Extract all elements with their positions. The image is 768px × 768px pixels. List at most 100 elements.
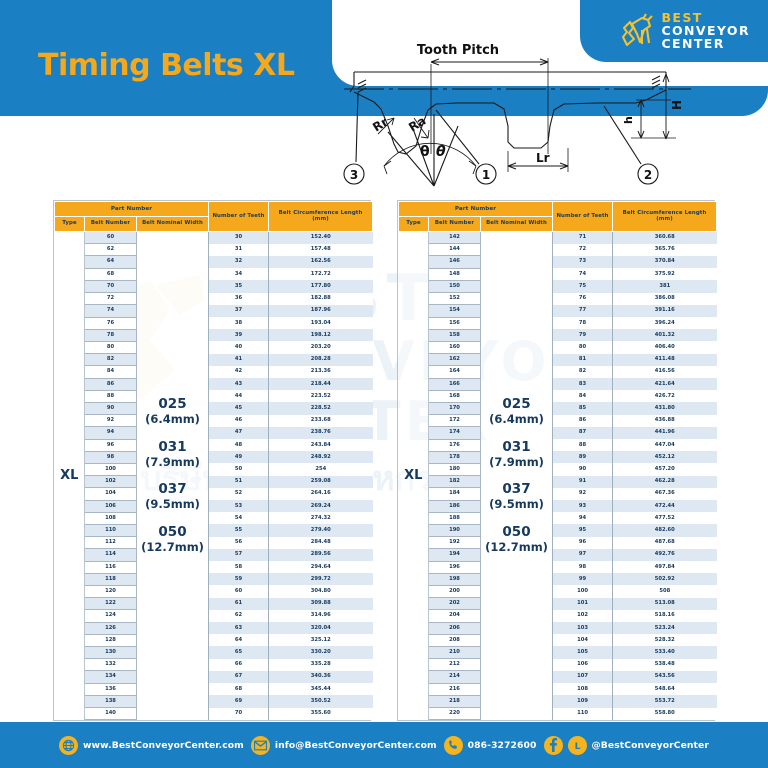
footer-website[interactable]: www.BestConveyorCenter.com xyxy=(58,735,244,755)
cell-belt-circumference: 462.28 xyxy=(612,475,717,488)
cell-belt-circumference: 375.92 xyxy=(612,268,717,281)
cell-belt-circumference: 447.04 xyxy=(612,439,717,452)
cell-belt-circumference: 421.64 xyxy=(612,378,717,391)
cell-belt-circumference: 558.80 xyxy=(612,707,717,720)
cell-belt-circumference: 228.52 xyxy=(268,402,373,415)
cell-belt-number: 118 xyxy=(84,572,137,586)
cell-belt-number: 96 xyxy=(84,438,137,452)
table-row: 90 45 228.52 xyxy=(55,401,373,416)
cell-number-of-teeth: 86 xyxy=(552,414,614,427)
cell-belt-number: 64 xyxy=(84,255,137,269)
cell-number-of-teeth: 81 xyxy=(552,353,614,366)
cell-number-of-teeth: 72 xyxy=(552,243,614,256)
cell-belt-circumference: 492.76 xyxy=(612,548,717,562)
table-row: 220 110 558.80 xyxy=(399,706,717,721)
cell-number-of-teeth: 52 xyxy=(208,487,270,501)
footer-social[interactable]: L @BestConveyorCenter xyxy=(543,735,710,755)
cell-number-of-teeth: 31 xyxy=(208,243,270,256)
width-code: 050 xyxy=(158,523,187,540)
footer-contact-bar: www.BestConveyorCenter.com info@BestConv… xyxy=(0,722,768,768)
table-row: 170 85 431.80 xyxy=(399,401,717,416)
belt-table-right-body: XL 142 025 (6.4mm) 031 (7.9mm) 037 (9.5mm) 050 (1… xyxy=(398,231,717,721)
cell-belt-circumference: 508 xyxy=(612,585,717,598)
table-row: 166 83 421.64 xyxy=(399,377,717,391)
cell-belt-circumference: 543.56 xyxy=(612,670,717,684)
width-mm: (6.4mm) xyxy=(489,412,544,427)
cell-belt-number: 120 xyxy=(84,584,137,599)
cell-belt-circumference: 314.96 xyxy=(268,609,373,623)
table-row: XL 60 025 (6.4mm) 031 (7.9mm) 037 (9.5mm) 050 (12… xyxy=(54,231,373,720)
cell-number-of-teeth: 40 xyxy=(208,341,270,354)
cell-belt-number: 170 xyxy=(428,401,481,416)
cell-belt-number: 206 xyxy=(428,621,481,635)
cell-belt-number: 102 xyxy=(84,475,137,489)
cell-belt-circumference: 396.24 xyxy=(612,317,717,330)
table-row: 158 79 401.32 xyxy=(399,328,717,342)
table-row: 180 90 457.20 xyxy=(399,462,717,477)
cell-number-of-teeth: 49 xyxy=(208,451,270,464)
cell-belt-number: 182 xyxy=(428,475,481,489)
cell-belt-circumference: 360.68 xyxy=(612,231,717,244)
cell-belt-circumference: 254 xyxy=(268,463,373,476)
table-row: 98 49 248.92 xyxy=(55,450,373,464)
cell-belt-circumference: 553.72 xyxy=(612,695,717,708)
table-row: 94 47 238.76 xyxy=(55,426,373,440)
cell-belt-number: 88 xyxy=(84,389,137,403)
cell-number-of-teeth: 83 xyxy=(552,378,614,391)
cell-number-of-teeth: 79 xyxy=(552,329,614,342)
cell-belt-number: 86 xyxy=(84,377,137,391)
table-row: 148 74 375.92 xyxy=(399,267,717,281)
cell-number-of-teeth: 34 xyxy=(208,268,270,281)
width-code: 050 xyxy=(502,523,531,540)
phone-icon xyxy=(443,735,463,755)
table-row: 218 109 553.72 xyxy=(399,694,717,709)
footer-phone[interactable]: 086-3272600 xyxy=(443,735,537,755)
table-row: 80 40 203.20 xyxy=(55,340,373,355)
belt-specification-tables: Part Number Number of Teeth Belt Circumf… xyxy=(0,200,768,722)
label-theta-right: θ xyxy=(436,144,446,160)
footer-phone-label: 086-3272600 xyxy=(467,739,537,751)
cell-number-of-teeth: 80 xyxy=(552,341,614,354)
width-mm: (9.5mm) xyxy=(489,497,544,512)
cell-belt-number: 204 xyxy=(428,609,481,623)
svg-text:L: L xyxy=(574,740,580,751)
cell-belt-circumference: 411.48 xyxy=(612,353,717,366)
cell-belt-number: 112 xyxy=(84,536,137,550)
page-title: Timing Belts XL xyxy=(38,48,295,83)
cell-belt-number: 128 xyxy=(84,633,137,647)
table-row: 184 92 467.36 xyxy=(399,487,717,501)
table-row: 100 50 254 xyxy=(55,462,373,477)
cell-belt-number: 144 xyxy=(428,243,481,257)
cell-belt-number: 174 xyxy=(428,426,481,440)
cell-belt-nominal-width: 025 (6.4mm) 031 (7.9mm) 037 (9.5mm) 050 (12.7mm… xyxy=(480,231,554,720)
table-row: 144 72 365.76 xyxy=(399,243,717,257)
table-row: 188 94 477.52 xyxy=(399,511,717,525)
cell-number-of-teeth: 102 xyxy=(552,609,614,623)
cell-belt-circumference: 528.32 xyxy=(612,634,717,647)
cell-number-of-teeth: 103 xyxy=(552,622,614,635)
cell-belt-number: 154 xyxy=(428,304,481,318)
table-row: 130 65 330.20 xyxy=(55,645,373,660)
facebook-icon xyxy=(543,735,563,755)
logo-wordmark: BEST CONVEYOR CENTER xyxy=(661,11,750,50)
cell-belt-circumference: 325.12 xyxy=(268,634,373,647)
label-theta-left: θ xyxy=(420,144,430,160)
cell-belt-number: 160 xyxy=(428,340,481,355)
cell-number-of-teeth: 85 xyxy=(552,402,614,415)
cell-belt-circumference: 345.44 xyxy=(268,683,373,696)
cell-number-of-teeth: 66 xyxy=(208,658,270,671)
header-logo-tab xyxy=(580,0,768,62)
cell-belt-number: 94 xyxy=(84,426,137,440)
cell-belt-number: 114 xyxy=(84,548,137,562)
label-lr: Lr xyxy=(536,151,550,165)
cell-belt-circumference: 269.24 xyxy=(268,500,373,513)
width-mm: (12.7mm) xyxy=(485,539,548,554)
cell-belt-number: 62 xyxy=(84,243,137,257)
table-row: 216 108 548.64 xyxy=(399,682,717,696)
callout-1: 1 xyxy=(482,168,490,182)
table-row: 110 55 279.40 xyxy=(55,523,373,538)
footer-email[interactable]: info@BestConveyorCenter.com xyxy=(250,735,437,755)
table-row: 152 76 386.08 xyxy=(399,292,717,306)
cell-belt-circumference: 213.36 xyxy=(268,365,373,379)
cell-belt-number: 146 xyxy=(428,255,481,269)
